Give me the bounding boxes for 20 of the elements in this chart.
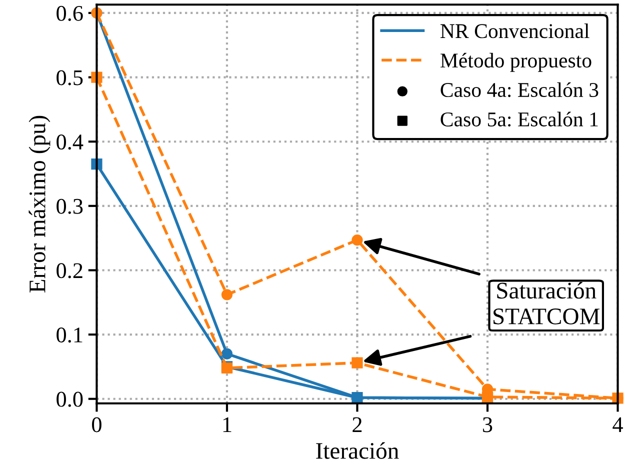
y-axis-title: Error máximo (pu) [28,116,50,292]
y-tick-label: 0.6 [56,6,83,21]
x-tick-label: 1 [223,417,232,432]
y-tick-label: 0.3 [56,198,83,214]
x-axis-title: Iteración [316,442,399,459]
x-tick-label: 4 [612,417,623,432]
y-tick-label: 0.4 [56,134,84,150]
x-tick-label: 2 [352,417,362,432]
annotation: STATCOM [494,308,600,324]
x-tick-label: 0 [92,417,102,432]
legend-label: Método propuesto [440,52,592,72]
annotation: Saturación [497,282,596,299]
legend-label: Caso 5a: Escalón 1 [440,112,598,127]
y-tick-label: 0.5 [56,70,83,86]
legend-label: Caso 4a: Escalón 3 [440,82,598,98]
y-tick-label: 0.1 [56,327,82,343]
legend-label: NR Convencional [440,23,590,38]
y-tick-label: 0.0 [56,392,83,407]
x-tick-label: 3 [483,417,492,432]
y-tick-label: 0.2 [56,263,82,278]
